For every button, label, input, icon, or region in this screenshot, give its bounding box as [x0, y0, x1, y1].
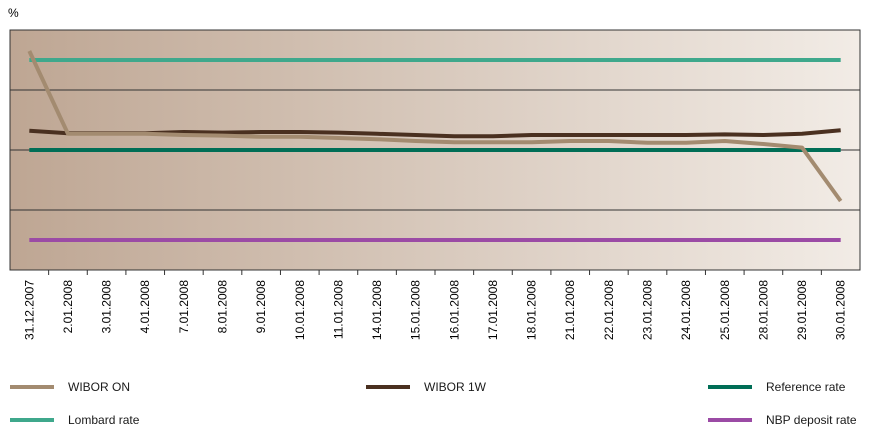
x-tick-label: 10.01.2008: [293, 280, 307, 340]
x-tick-label: 2.01.2008: [61, 280, 75, 334]
x-axis-labels: 31.12.2007 2.01.2008 3.01.2008 4.01.2008 7.0…: [22, 280, 847, 340]
x-tick-label: 11.01.2008: [331, 280, 345, 339]
x-tick-label: 21.01.2008: [563, 280, 577, 340]
chart: % 31.12.2007 2.01.2008 3.01.2008 4.01.2008 7…: [8, 6, 861, 340]
legend-label: NBP deposit rate: [766, 413, 857, 427]
x-tick-label: 31.12.2007: [22, 280, 36, 340]
legend-swatch: [708, 385, 752, 389]
x-tick-label: 7.01.2008: [177, 280, 191, 334]
x-tick-label: 28.01.2008: [756, 280, 770, 340]
x-tick-label: 25.01.2008: [718, 280, 732, 340]
legend-swatch: [366, 385, 410, 389]
legend-label: WIBOR 1W: [424, 380, 486, 394]
legend-swatch: [708, 418, 752, 422]
y-axis-label: %: [8, 6, 19, 20]
x-tick-label: 8.01.2008: [216, 280, 230, 334]
legend-wibor-1w: WIBOR 1W: [366, 380, 486, 394]
legend-label: Reference rate: [766, 380, 846, 394]
series-line-wibor-on: [27, 50, 843, 203]
x-axis-ticks: [48, 270, 822, 275]
legend-swatch: [10, 418, 54, 422]
x-tick-label: 24.01.2008: [679, 280, 693, 340]
x-tick-label: 30.01.2008: [834, 280, 848, 340]
x-tick-label: 16.01.2008: [447, 280, 461, 340]
legend-reference-rate: Reference rate: [708, 380, 845, 394]
x-tick-label: 18.01.2008: [525, 280, 539, 340]
x-tick-label: 4.01.2008: [138, 280, 152, 334]
legend-nbp-deposit-rate: NBP deposit rate: [708, 413, 857, 427]
series-lines: [27, 50, 843, 242]
legend-swatch: [10, 385, 54, 389]
x-tick-label: 15.01.2008: [409, 280, 423, 340]
x-tick-label: 29.01.2008: [795, 280, 809, 340]
legend-label: WIBOR ON: [68, 380, 130, 394]
x-tick-label: 14.01.2008: [370, 280, 384, 340]
x-tick-label: 22.01.2008: [602, 280, 616, 340]
legend-lombard-rate: Lombard rate: [10, 413, 139, 427]
x-tick-label: 17.01.2008: [486, 280, 500, 340]
x-tick-label: 23.01.2008: [641, 280, 655, 340]
x-tick-label: 9.01.2008: [254, 280, 268, 334]
x-tick-label: 3.01.2008: [100, 280, 114, 334]
legend-wibor-on: WIBOR ON: [10, 380, 130, 394]
legend-label: Lombard rate: [68, 413, 140, 427]
